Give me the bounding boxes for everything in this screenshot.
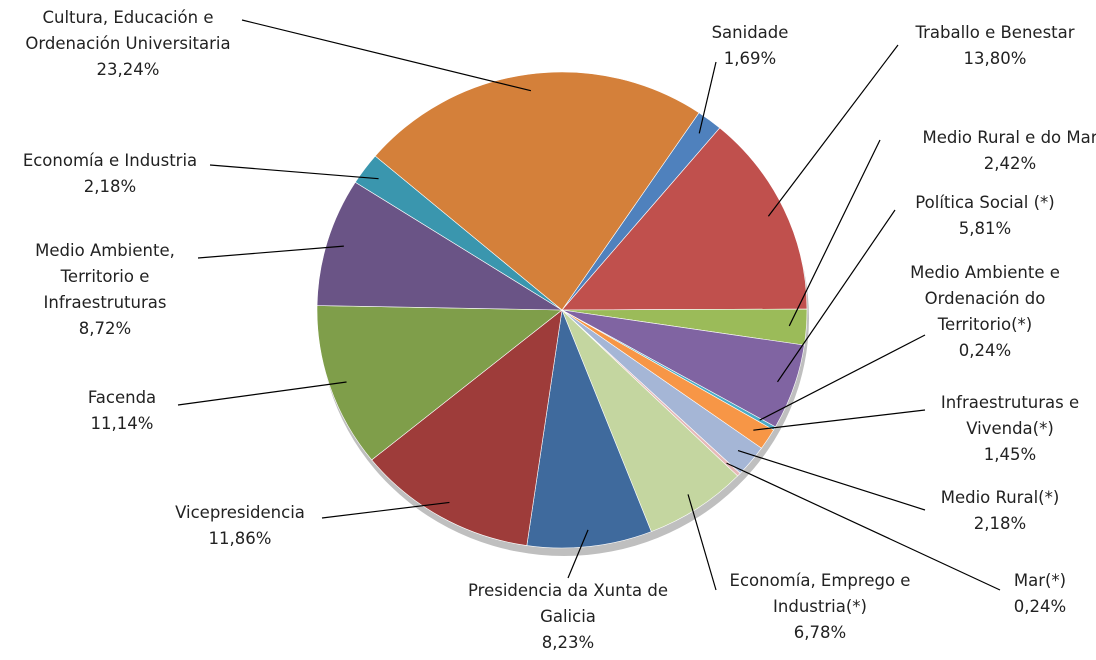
slice-label: Medio Ambiente e Ordenación do Territori…	[900, 260, 1070, 364]
category-label: Infraestruturas e Vivenda(*)	[940, 393, 1080, 438]
slice-label: Presidencia da Xunta de Galicia 8,23%	[443, 578, 693, 656]
slice-label: Sanidade 1,69%	[695, 20, 805, 72]
value-label: 0,24%	[1013, 597, 1067, 616]
value-label: 2,18%	[83, 177, 137, 196]
value-label: 8,23%	[541, 633, 595, 652]
pie-slice	[374, 71, 700, 311]
leader-line	[197, 245, 344, 259]
value-label: 11,86%	[208, 529, 272, 548]
slice-label: Cultura, Educación e Ordenación Universi…	[0, 5, 258, 83]
leader-line	[321, 501, 450, 519]
leader-line	[241, 19, 532, 92]
slice-label: Economía, Emprego e Industria(*) 6,78%	[715, 568, 925, 646]
category-label: Traballo e Benestar	[915, 23, 1075, 42]
value-label: 11,14%	[90, 414, 154, 433]
category-label: Facenda	[87, 388, 157, 407]
slice-label: Medio Ambiente, Territorio e Infraestrut…	[5, 238, 205, 342]
category-label: Economía e Industria	[22, 151, 198, 170]
pie-slice	[561, 309, 739, 533]
slice-label: Medio Rural(*) 2,18%	[920, 485, 1080, 537]
category-label: Medio Rural e do Mar	[922, 128, 1096, 147]
leader-line	[209, 164, 379, 180]
slice-label: Traballo e Benestar 13,80%	[895, 20, 1095, 72]
pie-slice	[316, 181, 564, 311]
category-label: Política Social (*)	[915, 193, 1055, 212]
category-label: Medio Rural(*)	[940, 488, 1060, 507]
leader-line	[687, 494, 717, 591]
pie-slice	[526, 308, 652, 549]
category-label: Medio Ambiente, Territorio e Infraestrut…	[35, 241, 175, 312]
value-label: 1,45%	[983, 445, 1037, 464]
slice-label: Economía e Industria 2,18%	[0, 148, 220, 200]
slice-label: Medio Rural e do Mar 2,42%	[875, 125, 1096, 177]
category-label: Vicepresidencia	[175, 503, 305, 522]
leader-line	[698, 61, 717, 134]
leader-line	[777, 209, 896, 383]
category-label: Sanidade	[711, 23, 789, 42]
leader-line	[753, 409, 926, 431]
pie-slice	[371, 309, 563, 546]
value-label: 2,42%	[983, 154, 1037, 173]
leader-line	[567, 529, 589, 579]
value-label: 1,69%	[723, 49, 777, 68]
slice-label: Facenda 11,14%	[62, 385, 182, 437]
value-label: 23,24%	[96, 60, 160, 79]
slice-label: Vicepresidencia 11,86%	[150, 500, 330, 552]
leader-line	[759, 334, 926, 421]
leader-line	[767, 44, 899, 217]
value-label: 0,24%	[958, 341, 1012, 360]
value-label: 5,81%	[958, 219, 1012, 238]
category-label: Presidencia da Xunta de Galicia	[467, 581, 668, 626]
category-label: Economía, Emprego e Industria(*)	[729, 571, 911, 616]
leader-line	[737, 449, 926, 511]
slice-label: Mar(*) 0,24%	[995, 568, 1085, 620]
category-label: Mar(*)	[1013, 571, 1067, 590]
slice-label: Política Social (*) 5,81%	[885, 190, 1085, 242]
leader-line	[726, 462, 1001, 591]
value-label: 8,72%	[78, 319, 132, 338]
leader-line	[788, 139, 881, 327]
category-label: Cultura, Educación e Ordenación Universi…	[25, 8, 231, 53]
pie-slice	[316, 305, 563, 461]
leader-line	[177, 381, 347, 406]
value-label: 13,80%	[963, 49, 1027, 68]
value-label: 2,18%	[973, 514, 1027, 533]
slice-label: Infraestruturas e Vivenda(*) 1,45%	[925, 390, 1095, 468]
category-label: Medio Ambiente e Ordenación do Territori…	[910, 263, 1060, 334]
value-label: 6,78%	[793, 623, 847, 642]
